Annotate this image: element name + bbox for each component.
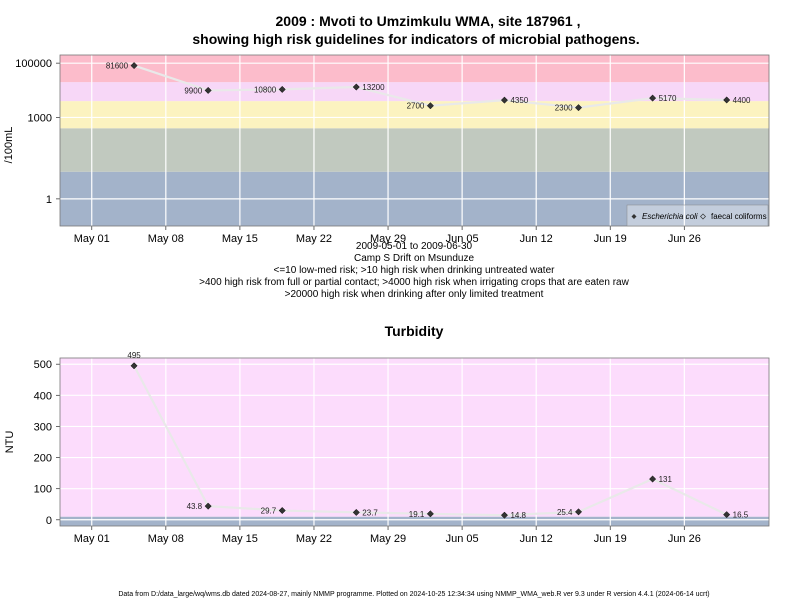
data-point	[130, 362, 138, 370]
plot-frame	[59, 54, 770, 227]
x-tick-label: May 29	[370, 233, 406, 245]
x-tick-label: Jun 19	[594, 533, 627, 545]
data-point	[204, 502, 212, 510]
risk-band-1	[60, 358, 769, 517]
data-point	[500, 96, 509, 104]
data-point	[649, 475, 657, 483]
data-label: 4400	[733, 96, 751, 105]
data-point	[352, 508, 360, 516]
x-tick-label: Jun 05	[446, 533, 479, 545]
x-tick-label: May 22	[296, 533, 332, 545]
y-tick-label: 1	[46, 194, 52, 206]
data-label: 10800	[254, 85, 277, 94]
x-tick-label: Jun 12	[520, 533, 553, 545]
y-tick-label: 200	[34, 453, 52, 465]
legend-faecal-label: faecal coliforms	[711, 212, 767, 221]
data-label: 2700	[407, 102, 425, 111]
data-label: 19.1	[409, 510, 425, 519]
data-point	[574, 104, 583, 112]
data-label: 495	[127, 351, 141, 360]
data-label: 4350	[510, 96, 528, 105]
x-tick-label: May 15	[222, 533, 258, 545]
data-label: 25.4	[557, 508, 573, 517]
data-point	[278, 506, 286, 515]
data-label: 43.8	[187, 502, 203, 511]
data-label: 81600	[106, 62, 129, 71]
data-label: 29.7	[261, 507, 277, 516]
data-point	[723, 511, 731, 519]
risk-band-3	[60, 82, 769, 102]
data-point	[574, 508, 583, 516]
x-tick-label: May 08	[148, 533, 184, 545]
x-tick-label: Jun 12	[520, 233, 553, 245]
x-tick-label: May 29	[370, 533, 406, 545]
y-tick-label: 0	[46, 515, 52, 527]
data-point	[426, 102, 434, 110]
x-tick-label: May 15	[222, 233, 258, 245]
x-tick-label: Jun 26	[668, 233, 701, 245]
risk-band-1	[60, 128, 769, 172]
legend: Escherichia coli faecal coliforms	[626, 204, 769, 227]
chart1-ylabel: /100mL	[3, 127, 15, 164]
data-label: 9900	[184, 86, 202, 95]
data-point	[723, 96, 731, 104]
note-drinking-risk: <=10 low-med risk; >10 high risk when dr…	[274, 265, 556, 276]
plot-frame	[59, 357, 770, 527]
chart2-ylabel: NTU	[4, 431, 16, 454]
turbidity-plot: May 01 May 08 May 15 May 22 May 29 Jun 05 Jun …	[34, 351, 770, 545]
y-tick-label: 300	[34, 421, 52, 433]
data-label: 14.8	[510, 511, 526, 520]
x-tick-label: Jun 26	[668, 533, 701, 545]
risk-band-0	[60, 516, 769, 526]
chart2-title: Turbidity	[385, 323, 444, 339]
data-point	[500, 511, 509, 519]
y-tick-label: 100000	[15, 58, 52, 70]
legend-faecal-marker	[700, 213, 706, 220]
data-point	[204, 86, 212, 94]
data-point	[130, 62, 138, 70]
footer-note: Data from D:/data_large/wq/wms.db dated …	[118, 591, 709, 598]
risk-band-2	[60, 101, 769, 129]
data-label: 2300	[555, 104, 573, 113]
ecoli-plot: May 01 May 08 May 15 May 22 May 29 Jun 05 Jun …	[15, 54, 770, 245]
data-point	[649, 94, 657, 102]
x-tick-label: Jun 19	[594, 233, 627, 245]
legend-ecoli-label: Escherichia coli	[642, 212, 698, 221]
x-tick-label: May 22	[296, 233, 332, 245]
data-label: 23.7	[362, 508, 378, 517]
chart1-title: 2009 : Mvoti to Umzimkulu WMA, site 1879…	[276, 13, 581, 29]
note-site: Camp S Drift on Msunduze	[354, 253, 474, 264]
data-label: 5170	[659, 94, 677, 103]
data-point	[352, 83, 360, 91]
note-treatment-risk: >20000 high risk when drinking after onl…	[285, 289, 544, 300]
y-tick-label: 500	[34, 359, 52, 371]
x-tick-label: Jun 05	[446, 233, 479, 245]
y-tick-label: 100	[34, 484, 52, 496]
risk-band-4	[60, 55, 769, 83]
data-label: 13200	[362, 83, 385, 92]
x-tick-label: May 01	[74, 533, 110, 545]
note-contact-risk: >400 high risk from full or partial cont…	[199, 277, 629, 288]
data-point	[426, 510, 434, 518]
chart1-subtitle: showing high risk guidelines for indicat…	[192, 31, 639, 47]
data-label: 16.5	[733, 511, 749, 520]
y-tick-label: 400	[34, 390, 52, 402]
legend-ecoli-marker	[631, 214, 637, 219]
x-tick-label: May 01	[74, 233, 110, 245]
data-label: 131	[659, 475, 673, 484]
data-point	[278, 85, 286, 93]
x-tick-label: May 08	[148, 233, 184, 245]
note-date-range: 2009-05-01 to 2009-06-30	[356, 241, 473, 252]
legend-box	[626, 204, 769, 227]
y-tick-label: 1000	[28, 112, 52, 124]
